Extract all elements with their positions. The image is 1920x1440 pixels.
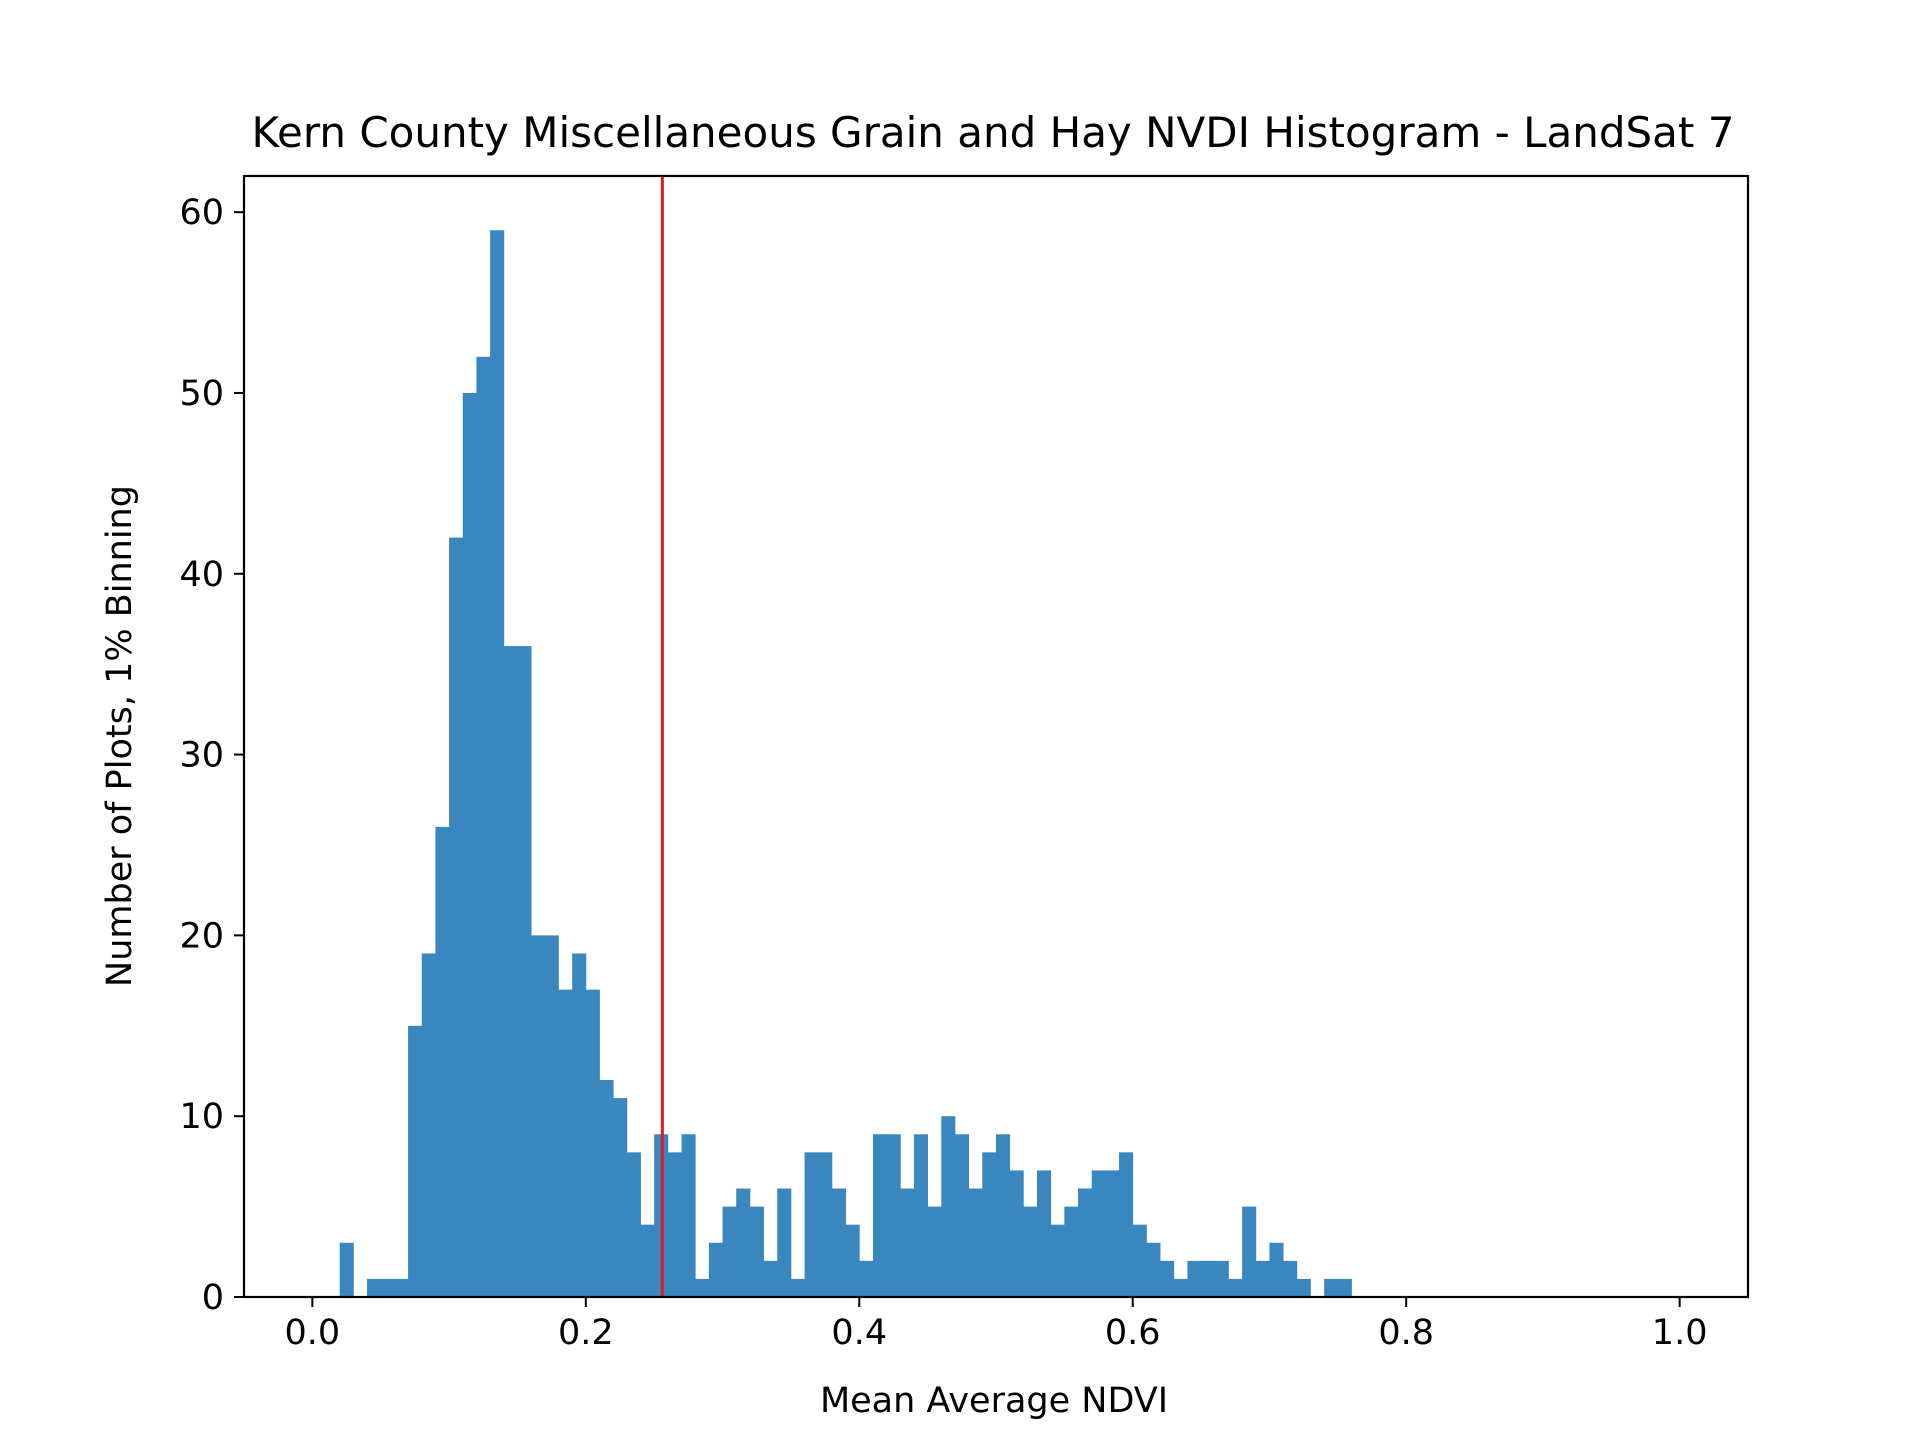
y-tick-label: 60 — [179, 193, 224, 233]
y-tick-label: 40 — [179, 555, 224, 595]
histogram-bar — [380, 1278, 395, 1297]
histogram-bar — [900, 1188, 915, 1297]
histogram-bar — [531, 935, 546, 1297]
histogram-bar — [408, 1025, 423, 1297]
x-axis-ticks: 0.0 0.2 0.4 0.6 0.8 1.0 — [285, 1297, 1708, 1353]
x-tick-label: 0.6 — [1105, 1313, 1161, 1353]
plot-area-frame — [242, 174, 1750, 1299]
histogram-bar — [1255, 1260, 1270, 1297]
histogram-bar — [1023, 1206, 1038, 1297]
histogram-bar — [790, 1278, 805, 1297]
histogram-bar — [736, 1188, 751, 1297]
histogram-bar — [1105, 1170, 1120, 1297]
chart-title: Kern County Miscellaneous Grain and Hay … — [252, 108, 1735, 157]
histogram-bar — [640, 1224, 655, 1297]
histogram-bar — [913, 1134, 929, 1297]
y-tick-label: 0 — [202, 1278, 224, 1318]
histogram-bar — [1132, 1224, 1147, 1297]
histogram-bar — [435, 826, 450, 1297]
histogram-bar — [941, 1116, 956, 1297]
histogram-bar — [1009, 1170, 1024, 1297]
histogram-bar — [1337, 1278, 1352, 1297]
x-tick-label: 1.0 — [1652, 1313, 1708, 1353]
histogram-bar — [1146, 1242, 1161, 1297]
histogram-bar — [544, 935, 559, 1297]
histogram-bar — [1242, 1206, 1257, 1297]
histogram-bar — [667, 1152, 682, 1297]
histogram-bar — [968, 1188, 983, 1297]
histogram-bar — [1324, 1278, 1339, 1297]
histogram-bar — [449, 537, 464, 1297]
histogram-bar — [845, 1224, 860, 1297]
histogram-bar — [777, 1188, 792, 1297]
histogram-bar — [927, 1206, 942, 1297]
histogram-bar — [572, 953, 587, 1297]
histogram-bar — [1160, 1260, 1175, 1297]
histogram-bar — [695, 1278, 710, 1297]
histogram-bar — [722, 1206, 737, 1297]
histogram-bar — [339, 1242, 354, 1297]
histogram-bar — [1214, 1260, 1229, 1297]
x-tick-label: 0.8 — [1378, 1313, 1434, 1353]
histogram-bar — [421, 953, 436, 1297]
histogram-bar — [1201, 1260, 1216, 1297]
histogram-bar — [763, 1260, 778, 1297]
histogram-bar — [831, 1188, 846, 1297]
histogram-bar — [1283, 1260, 1298, 1297]
histogram-bar — [982, 1152, 997, 1297]
x-tick-label: 0.4 — [831, 1313, 887, 1353]
histogram-bar — [1119, 1152, 1134, 1297]
histogram-bar — [681, 1134, 696, 1297]
histogram-bars — [339, 230, 1352, 1298]
histogram-bar — [490, 230, 505, 1298]
histogram-bar — [558, 989, 573, 1297]
histogram-bar — [996, 1134, 1011, 1297]
x-axis-label: Mean Average NDVI — [820, 1381, 1168, 1421]
y-tick-label: 10 — [179, 1097, 224, 1137]
x-tick-label: 0.2 — [558, 1313, 614, 1353]
x-tick-label: 0.0 — [285, 1313, 341, 1353]
histogram-bar — [818, 1152, 833, 1297]
histogram-bar — [503, 646, 518, 1297]
histogram-bar — [872, 1134, 888, 1297]
histogram-bar — [886, 1134, 901, 1297]
histogram-bar — [1228, 1278, 1243, 1297]
histogram-bar — [749, 1206, 764, 1297]
histogram-bar — [1037, 1170, 1052, 1297]
histogram-bar — [1269, 1242, 1284, 1297]
histogram-bar — [1064, 1206, 1079, 1297]
histogram-bar — [585, 989, 600, 1297]
histogram-bar — [804, 1152, 819, 1297]
histogram-bar — [599, 1080, 614, 1297]
histogram-bar — [462, 392, 477, 1298]
histogram-bar — [1296, 1278, 1311, 1297]
y-tick-label: 30 — [179, 736, 224, 776]
histogram-bar — [1050, 1224, 1065, 1297]
histogram-bar — [708, 1242, 723, 1297]
y-axis-label: Number of Plots, 1% Binning — [100, 485, 140, 987]
histogram-bar — [1078, 1188, 1093, 1297]
histogram-bar — [1187, 1260, 1202, 1297]
y-tick-label: 50 — [179, 374, 224, 414]
histogram-bar — [517, 646, 532, 1297]
histogram-bar — [476, 356, 491, 1297]
histogram-bar — [367, 1278, 382, 1297]
histogram-bar — [394, 1278, 409, 1297]
histogram-bar — [626, 1152, 641, 1297]
histogram-bar — [613, 1098, 628, 1297]
y-tick-label: 20 — [179, 916, 224, 956]
histogram-bar — [859, 1260, 874, 1297]
histogram-bar — [1091, 1170, 1106, 1297]
histogram-bar — [954, 1134, 970, 1297]
histogram-bar — [1173, 1278, 1188, 1297]
y-axis-ticks: 0 10 20 30 40 50 60 — [179, 193, 244, 1318]
